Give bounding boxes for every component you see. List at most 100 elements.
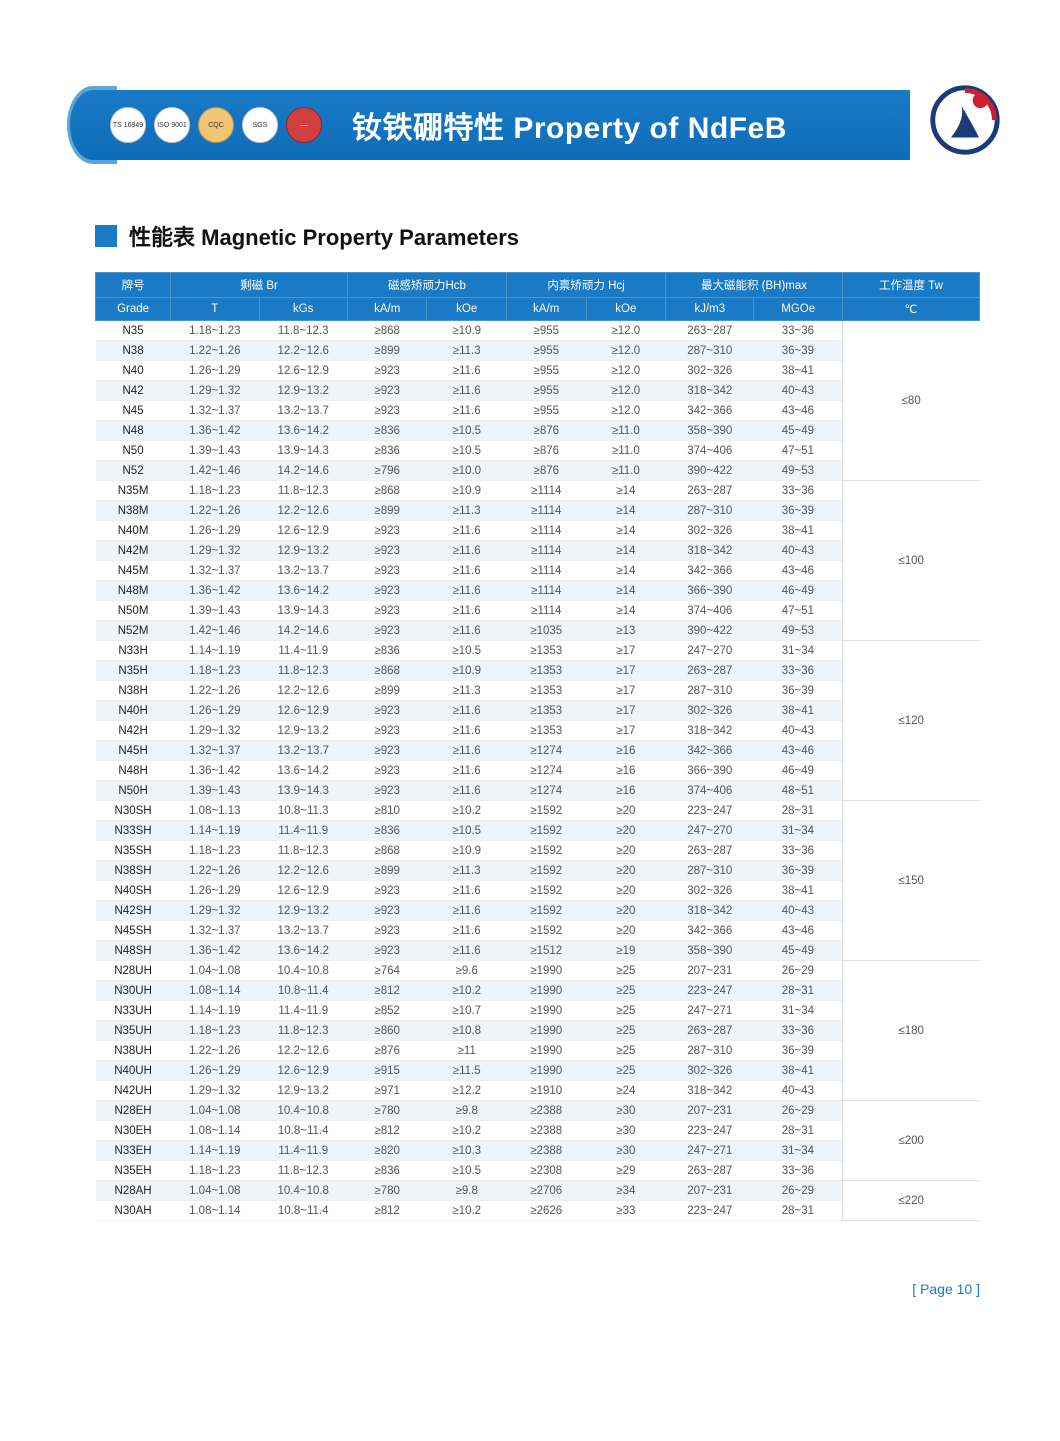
data-cell: ≥10.9: [427, 321, 507, 341]
data-cell: ≥2388: [507, 1141, 587, 1161]
banner-title-cn: 钕铁硼特性: [352, 112, 505, 145]
grade-cell: N30AH: [96, 1201, 171, 1221]
data-cell: 263~287: [666, 841, 754, 861]
data-cell: 10.4~10.8: [259, 961, 347, 981]
data-cell: ≥1592: [507, 821, 587, 841]
data-cell: ≥923: [347, 401, 427, 421]
data-cell: 1.14~1.19: [171, 641, 259, 661]
grade-cell: N28UH: [96, 961, 171, 981]
data-cell: ≥12.0: [586, 361, 666, 381]
data-cell: ≥20: [586, 841, 666, 861]
th-kgs: kGs: [259, 298, 347, 321]
data-cell: 31~34: [754, 821, 842, 841]
data-cell: 207~231: [666, 961, 754, 981]
data-cell: ≥25: [586, 981, 666, 1001]
grade-cell: N45SH: [96, 921, 171, 941]
grade-cell: N50M: [96, 601, 171, 621]
tw-cell: ≤220: [842, 1181, 979, 1221]
data-cell: 1.18~1.23: [171, 481, 259, 501]
grade-cell: N35M: [96, 481, 171, 501]
data-cell: ≥1114: [507, 481, 587, 501]
data-cell: ≥923: [347, 541, 427, 561]
data-cell: 318~342: [666, 541, 754, 561]
data-cell: 390~422: [666, 461, 754, 481]
table-row: N351.18~1.2311.8~12.3≥868≥10.9≥955≥12.02…: [96, 321, 980, 341]
data-cell: 390~422: [666, 621, 754, 641]
data-cell: 1.26~1.29: [171, 701, 259, 721]
data-cell: ≥11.6: [427, 561, 507, 581]
data-cell: 12.9~13.2: [259, 901, 347, 921]
data-cell: ≥13: [586, 621, 666, 641]
data-cell: ≥11.6: [427, 781, 507, 801]
data-cell: ≥19: [586, 941, 666, 961]
data-cell: ≥923: [347, 741, 427, 761]
grade-cell: N38H: [96, 681, 171, 701]
data-cell: 46~49: [754, 581, 842, 601]
data-cell: 31~34: [754, 641, 842, 661]
data-cell: 10.8~11.3: [259, 801, 347, 821]
grade-cell: N35: [96, 321, 171, 341]
data-cell: ≥923: [347, 901, 427, 921]
data-cell: 358~390: [666, 421, 754, 441]
data-cell: ≥14: [586, 481, 666, 501]
data-cell: ≥14: [586, 581, 666, 601]
th-celsius: ℃: [842, 298, 979, 321]
data-cell: 247~270: [666, 641, 754, 661]
th-grade-en: Grade: [96, 298, 171, 321]
data-cell: ≥1114: [507, 561, 587, 581]
data-cell: ≥11.6: [427, 881, 507, 901]
data-cell: 40~43: [754, 1081, 842, 1101]
th-hcb-kam: kA/m: [347, 298, 427, 321]
data-cell: ≥20: [586, 801, 666, 821]
data-cell: 1.32~1.37: [171, 401, 259, 421]
data-cell: 43~46: [754, 401, 842, 421]
data-cell: 1.18~1.23: [171, 1021, 259, 1041]
data-cell: 11.4~11.9: [259, 641, 347, 661]
grade-cell: N38: [96, 341, 171, 361]
data-cell: 342~366: [666, 561, 754, 581]
data-cell: ≥812: [347, 1201, 427, 1221]
data-cell: 46~49: [754, 761, 842, 781]
data-cell: ≥10.2: [427, 1201, 507, 1221]
data-cell: ≥11.6: [427, 541, 507, 561]
grade-cell: N33H: [96, 641, 171, 661]
data-cell: ≥876: [507, 461, 587, 481]
data-cell: ≥1990: [507, 1021, 587, 1041]
data-cell: ≥1353: [507, 721, 587, 741]
data-cell: 36~39: [754, 1041, 842, 1061]
data-cell: ≥11.0: [586, 441, 666, 461]
data-cell: 1.32~1.37: [171, 561, 259, 581]
property-table: 牌号 剩磁 Br 磁感矫顽力Hcb 内禀矫顽力 Hcj 最大磁能积 (BH)ma…: [95, 272, 980, 1221]
data-cell: ≥11.6: [427, 721, 507, 741]
banner-title: 钕铁硼特性 Property of NdFeB: [352, 103, 787, 147]
data-cell: ≥25: [586, 1061, 666, 1081]
data-cell: ≥899: [347, 861, 427, 881]
table-row: N28EH1.04~1.0810.4~10.8≥780≥9.8≥2388≥302…: [96, 1101, 980, 1121]
data-cell: ≥899: [347, 681, 427, 701]
data-cell: 318~342: [666, 381, 754, 401]
data-cell: ≥10.2: [427, 1121, 507, 1141]
data-cell: 302~326: [666, 361, 754, 381]
data-cell: 43~46: [754, 921, 842, 941]
data-cell: 43~46: [754, 741, 842, 761]
data-cell: 247~270: [666, 821, 754, 841]
data-cell: 38~41: [754, 1061, 842, 1081]
data-cell: 287~310: [666, 501, 754, 521]
data-cell: ≥923: [347, 921, 427, 941]
data-cell: ≥836: [347, 441, 427, 461]
th-tw: 工作温度 Tw: [842, 273, 979, 298]
data-cell: 45~49: [754, 941, 842, 961]
data-cell: ≥2308: [507, 1161, 587, 1181]
data-cell: 33~36: [754, 661, 842, 681]
data-cell: ≥12.0: [586, 341, 666, 361]
data-cell: ≥1274: [507, 741, 587, 761]
data-cell: ≥16: [586, 781, 666, 801]
grade-cell: N50H: [96, 781, 171, 801]
data-cell: 31~34: [754, 1001, 842, 1021]
data-cell: 342~366: [666, 741, 754, 761]
data-cell: 12.6~12.9: [259, 361, 347, 381]
data-cell: 223~247: [666, 801, 754, 821]
grade-cell: N42UH: [96, 1081, 171, 1101]
grade-cell: N40SH: [96, 881, 171, 901]
data-cell: ≥11.0: [586, 461, 666, 481]
